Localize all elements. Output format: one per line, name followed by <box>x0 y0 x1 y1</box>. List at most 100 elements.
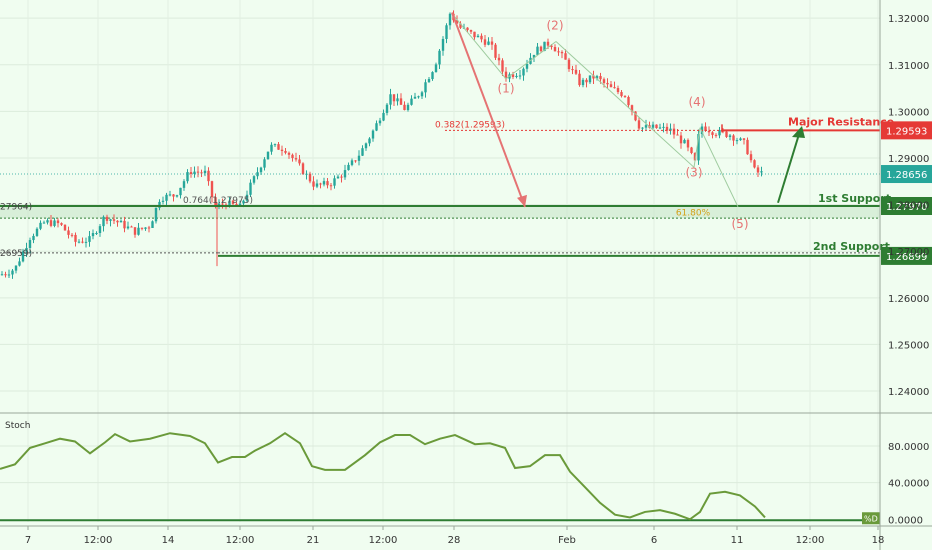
candle-up <box>238 203 242 206</box>
candle-down <box>189 172 193 175</box>
candle-down <box>466 27 469 30</box>
candle-up <box>336 176 340 179</box>
candle-up <box>347 164 350 171</box>
candle-down <box>284 150 287 153</box>
candle-down <box>560 51 564 54</box>
candle-up <box>21 251 25 262</box>
price-tick-label: 1.26000 <box>888 294 929 305</box>
wave-label: (5) <box>732 217 749 231</box>
candle-down <box>693 153 697 161</box>
candle-down <box>105 216 109 221</box>
candle-up <box>420 92 424 97</box>
candle-up <box>371 130 375 139</box>
candle-down <box>399 98 403 105</box>
candle-up <box>487 41 490 45</box>
candle-down <box>623 96 627 98</box>
candle-down <box>501 60 504 72</box>
wave-connector <box>555 41 695 168</box>
gridlines <box>0 0 880 522</box>
candle-down <box>497 57 501 61</box>
candle-down <box>550 45 553 48</box>
candle-up <box>186 172 189 182</box>
time-tick-label: 12:00 <box>369 535 398 546</box>
candle-up <box>406 104 410 111</box>
candle-up <box>203 170 207 174</box>
candle-up <box>424 82 427 93</box>
candle-up <box>385 104 389 113</box>
price-tick-label: 1.29000 <box>888 154 929 165</box>
candle-down <box>70 234 74 236</box>
candle-down <box>133 227 137 235</box>
candle-down <box>704 126 707 131</box>
price-tick-label: 1.32000 <box>888 14 929 25</box>
candle-down <box>490 41 494 45</box>
candle-down <box>483 39 487 45</box>
candle-up <box>543 41 546 52</box>
candle-down <box>609 84 613 88</box>
candle-up <box>39 222 42 229</box>
candle-up <box>581 79 585 86</box>
current-price-text: 1.28656 <box>886 170 927 181</box>
candle-down <box>606 82 609 85</box>
candle-up <box>154 207 158 222</box>
candle-up <box>410 98 413 105</box>
candle-up <box>427 79 431 83</box>
first-support-label: 1st Support <box>818 192 891 205</box>
candle-up <box>651 124 655 128</box>
candle-up <box>158 201 161 208</box>
stoch-tick-label: 80.0000 <box>888 442 929 453</box>
candle-up <box>357 155 361 161</box>
candle-down <box>130 226 133 228</box>
candle-up <box>644 125 648 128</box>
candle-up <box>273 144 277 146</box>
candle-up <box>144 227 147 229</box>
major-resistance-label: Major Resistance <box>788 115 894 128</box>
candle-down <box>280 149 284 151</box>
stoch-series-name: %D <box>864 514 878 523</box>
candle-up <box>641 127 644 129</box>
candle-up <box>228 200 231 207</box>
candle-up <box>179 187 182 196</box>
time-tick-label: 6 <box>651 535 657 546</box>
candle-up <box>119 220 123 223</box>
candle-up <box>151 221 154 228</box>
wave-label: (4) <box>689 95 706 109</box>
candle-down <box>746 139 749 155</box>
candle-down <box>60 223 63 225</box>
candle-down <box>469 29 473 32</box>
candle-down <box>4 274 7 276</box>
candle-up <box>658 127 662 129</box>
wave-label: (1) <box>498 82 515 96</box>
price-tag-text: 1.27970 <box>886 202 927 213</box>
candle-down <box>67 230 70 235</box>
candle-up <box>683 139 686 144</box>
candle-down <box>749 154 753 161</box>
candle-up <box>245 194 249 201</box>
candle-down <box>676 134 679 136</box>
candle-up <box>35 228 39 236</box>
candle-up <box>728 135 732 137</box>
candle-down <box>711 132 714 135</box>
candle-up <box>536 46 539 55</box>
candle-down <box>81 241 84 243</box>
candle-down <box>571 69 574 71</box>
candle-down <box>291 154 294 159</box>
candle-up <box>95 233 98 235</box>
wave-label: (3) <box>686 166 703 180</box>
candle-up <box>53 220 56 226</box>
candle-up <box>256 172 259 177</box>
candle-up <box>252 176 256 183</box>
candle-down <box>732 135 735 141</box>
candle-up <box>588 75 592 83</box>
fib-label: 0.764(1.27975) <box>183 196 253 206</box>
price-tick-label: 1.30000 <box>888 107 929 118</box>
candle-up <box>14 265 18 271</box>
candle-up <box>518 75 522 77</box>
candle-down <box>123 220 126 229</box>
time-tick-label: 7 <box>25 535 31 546</box>
candle-down <box>301 163 305 175</box>
candle-down <box>686 139 690 148</box>
candle-down <box>504 71 508 79</box>
candle-down <box>294 158 298 160</box>
